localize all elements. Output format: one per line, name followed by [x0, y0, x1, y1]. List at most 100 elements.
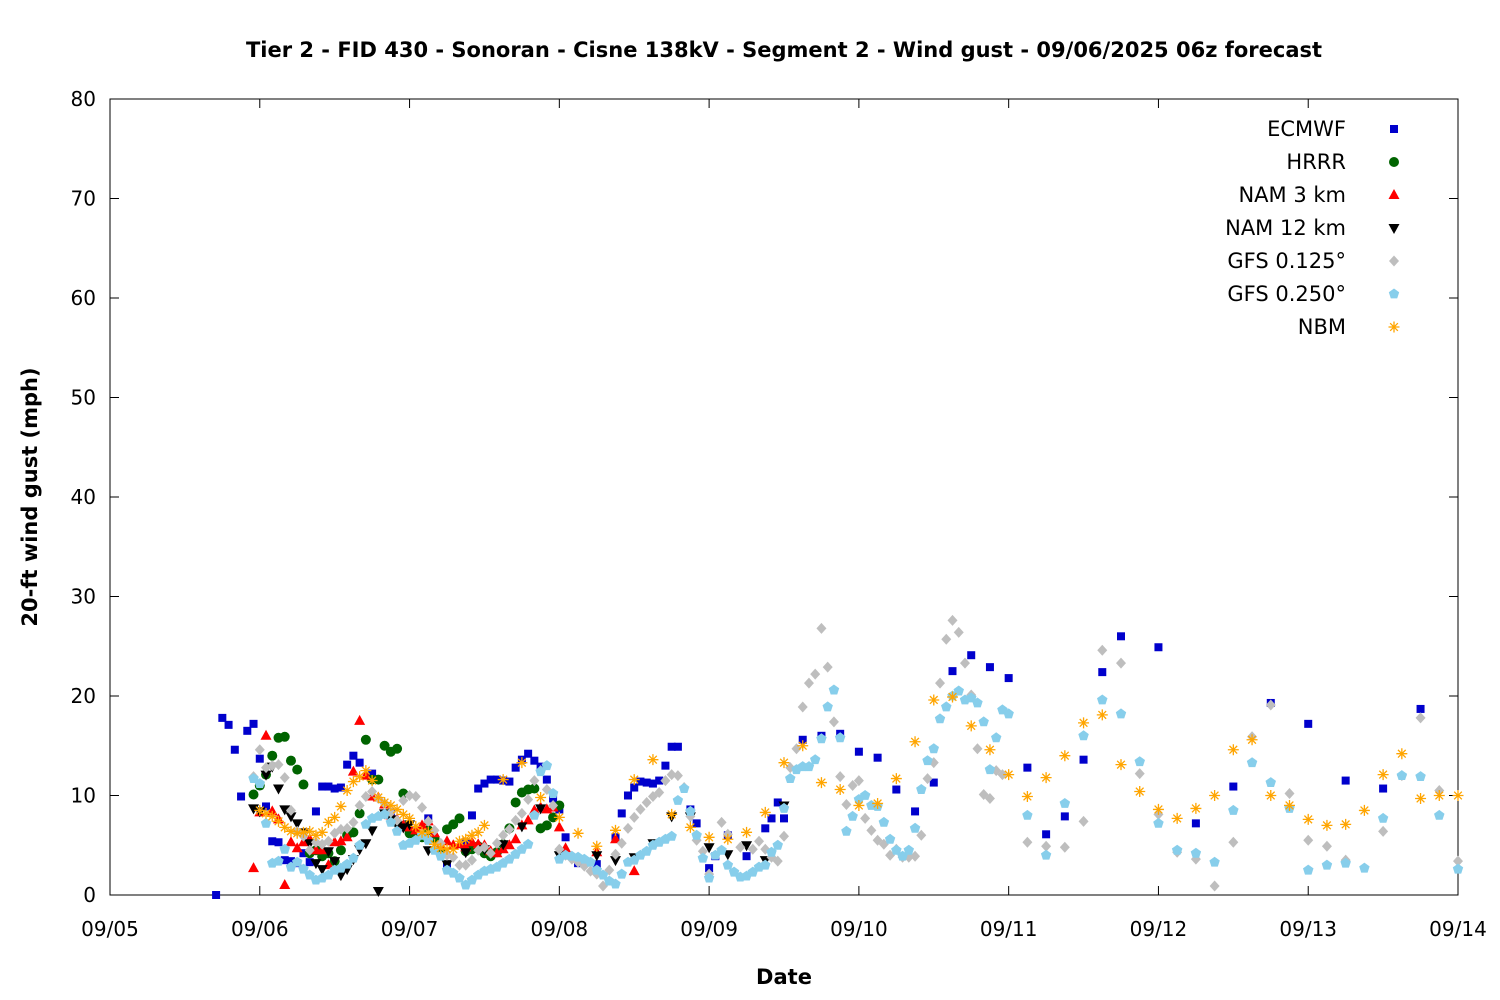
data-point	[934, 713, 946, 724]
data-point	[324, 782, 333, 791]
data-point	[467, 811, 476, 820]
data-point	[486, 775, 495, 784]
data-point	[692, 819, 701, 828]
x-tick-label: 09/07	[381, 917, 439, 941]
legend: ECMWF HRRR NAM 3 km NAM 12 km GFS 0.125° GFS …	[1225, 117, 1400, 339]
data-point	[661, 761, 670, 770]
data-point	[285, 836, 297, 847]
data-point	[342, 822, 353, 834]
data-point	[798, 735, 807, 744]
data-point	[335, 835, 347, 846]
data-point	[797, 701, 808, 713]
data-point	[928, 694, 940, 706]
data-point	[554, 800, 565, 811]
data-point	[722, 859, 734, 870]
data-point	[916, 829, 927, 841]
data-point	[391, 803, 403, 815]
y-axis: 0 10 20 30 40 50 60 70 80	[71, 87, 1458, 907]
data-point	[984, 792, 995, 804]
data-point	[991, 732, 1002, 743]
data-point	[1191, 819, 1200, 828]
series-layer	[212, 614, 1464, 899]
data-point	[360, 765, 372, 777]
data-point	[947, 614, 958, 626]
data-point	[474, 784, 483, 793]
data-point	[311, 807, 320, 816]
data-point	[291, 819, 303, 830]
data-point	[243, 726, 252, 735]
data-point	[299, 849, 308, 858]
data-point	[972, 743, 983, 755]
data-point	[585, 856, 596, 867]
data-point	[1117, 632, 1125, 641]
data-point	[417, 801, 428, 813]
data-point	[273, 784, 284, 795]
data-point	[254, 778, 265, 788]
data-point	[772, 839, 783, 850]
data-point	[741, 841, 753, 852]
y-tick-label: 30	[71, 585, 96, 609]
data-point	[516, 822, 528, 833]
data-point	[398, 794, 409, 806]
data-point	[728, 866, 740, 877]
data-point	[591, 864, 602, 875]
data-point	[854, 747, 863, 756]
legend-marker	[1388, 321, 1400, 333]
data-point	[1303, 864, 1314, 875]
data-point	[249, 719, 258, 728]
data-point	[1377, 812, 1389, 823]
data-point	[279, 731, 290, 742]
data-point	[828, 716, 839, 728]
data-point	[466, 836, 478, 847]
y-tick-label: 10	[71, 784, 96, 808]
data-point	[592, 860, 601, 869]
data-point	[1097, 644, 1108, 656]
data-point	[354, 714, 366, 725]
data-point	[218, 713, 227, 722]
data-point	[1340, 818, 1352, 830]
data-point	[780, 814, 788, 823]
data-point	[322, 816, 334, 828]
data-point	[1059, 841, 1070, 853]
data-point	[1284, 799, 1295, 811]
data-point	[516, 757, 528, 769]
data-point	[366, 775, 378, 787]
series-nbm	[254, 691, 1464, 855]
y-tick-label: 50	[71, 386, 96, 410]
data-point	[816, 733, 827, 744]
data-point	[292, 764, 303, 775]
data-point	[742, 852, 751, 861]
data-point	[1040, 849, 1052, 860]
data-point	[316, 865, 328, 876]
data-point	[448, 819, 459, 830]
y-tick-label: 20	[71, 684, 96, 708]
data-point	[323, 835, 334, 847]
data-point	[766, 846, 777, 857]
data-point	[372, 791, 384, 803]
data-point	[1097, 694, 1108, 705]
data-point	[298, 779, 309, 790]
data-point	[1379, 784, 1388, 793]
data-point	[984, 764, 996, 775]
data-point	[672, 770, 683, 782]
data-point	[230, 745, 239, 754]
data-point	[379, 740, 390, 751]
data-point	[1134, 786, 1146, 798]
data-point	[1415, 771, 1426, 781]
data-point	[716, 816, 727, 828]
data-point	[647, 754, 659, 766]
data-point	[909, 822, 921, 833]
data-point	[391, 825, 403, 836]
data-point	[1171, 844, 1183, 855]
data-point	[1153, 817, 1164, 828]
data-point	[397, 808, 409, 820]
data-point	[967, 651, 976, 660]
data-point	[859, 790, 871, 800]
data-point	[522, 838, 534, 849]
data-point	[810, 754, 821, 765]
data-point	[341, 785, 353, 797]
data-point	[460, 833, 472, 845]
data-point	[928, 743, 939, 754]
data-point	[916, 784, 927, 794]
